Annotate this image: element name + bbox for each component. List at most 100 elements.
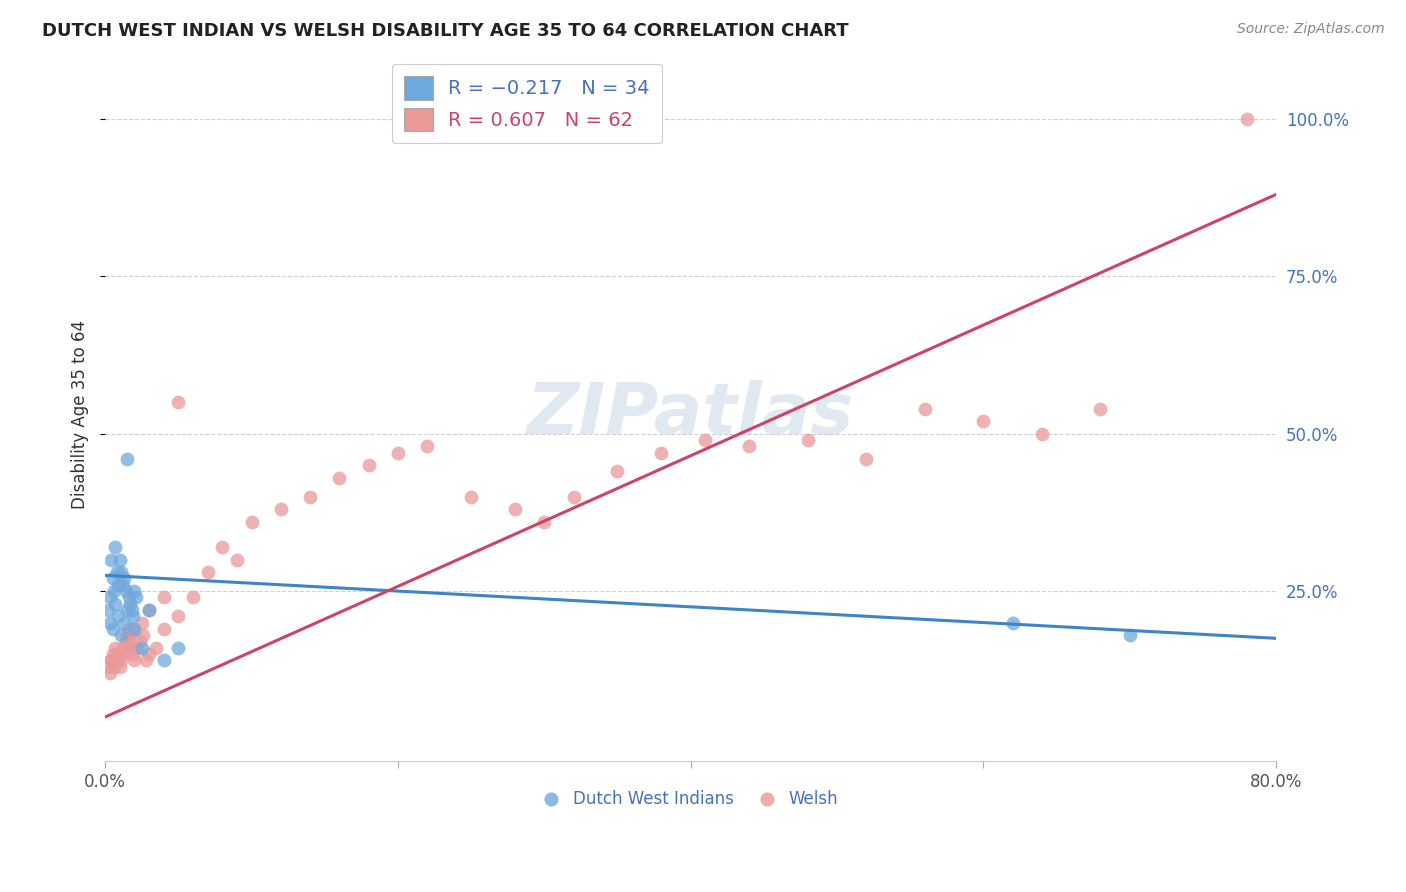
Point (124, 622, 146, 636)
Point (100, 552, 122, 566)
Point (127, 640, 149, 655)
Point (101, 572, 124, 586)
Point (111, 647, 134, 661)
Point (167, 640, 190, 655)
Point (152, 653, 174, 667)
Point (167, 395, 190, 409)
Point (120, 634, 142, 648)
Point (110, 565, 132, 579)
Point (460, 490, 482, 504)
Point (107, 647, 129, 661)
Point (211, 540, 233, 554)
Point (357, 458, 380, 472)
Text: ZIPatlas: ZIPatlas (527, 380, 855, 450)
Point (914, 401, 936, 416)
Point (124, 622, 146, 636)
Point (606, 465, 628, 479)
Point (226, 552, 249, 566)
Point (110, 653, 132, 667)
Point (101, 647, 124, 661)
Legend: Dutch West Indians, Welsh: Dutch West Indians, Welsh (536, 784, 845, 815)
Point (972, 414, 994, 428)
Point (270, 502, 292, 516)
Point (145, 640, 167, 655)
Point (124, 584, 146, 599)
Point (1119, 628, 1142, 642)
Point (1001, 615, 1024, 630)
Point (111, 578, 134, 592)
Point (115, 451, 138, 466)
Point (122, 647, 145, 661)
Point (105, 565, 128, 579)
Point (112, 615, 135, 630)
Point (107, 578, 129, 592)
Point (100, 653, 122, 667)
Point (1090, 401, 1112, 416)
Point (98, 665, 121, 680)
Point (197, 565, 219, 579)
Point (650, 445, 672, 459)
Point (117, 628, 139, 642)
Text: DUTCH WEST INDIAN VS WELSH DISABILITY AGE 35 TO 64 CORRELATION CHART: DUTCH WEST INDIAN VS WELSH DISABILITY AG… (42, 22, 849, 40)
Point (416, 439, 439, 453)
Point (131, 615, 153, 630)
Point (533, 515, 555, 529)
Point (328, 471, 350, 485)
Point (738, 439, 761, 453)
Point (152, 622, 174, 636)
Point (181, 591, 204, 605)
Point (152, 591, 174, 605)
Point (115, 628, 138, 642)
Point (104, 540, 127, 554)
Point (387, 445, 409, 459)
Point (98, 591, 121, 605)
Point (97, 603, 120, 617)
Point (114, 634, 136, 648)
Point (101, 622, 124, 636)
Point (1031, 426, 1053, 441)
Point (105, 653, 128, 667)
Point (112, 572, 135, 586)
Point (104, 597, 127, 611)
Point (138, 647, 160, 661)
Point (98, 615, 121, 630)
Point (103, 659, 125, 673)
Point (117, 622, 139, 636)
Point (112, 640, 135, 655)
Point (132, 628, 155, 642)
Point (115, 603, 138, 617)
Point (110, 628, 132, 642)
Point (138, 603, 160, 617)
Point (105, 647, 128, 661)
Point (108, 659, 131, 673)
Point (796, 433, 818, 447)
Point (240, 515, 263, 529)
Point (129, 634, 152, 648)
Point (121, 603, 143, 617)
Point (111, 640, 134, 655)
Point (122, 609, 145, 624)
Point (125, 591, 148, 605)
Point (117, 591, 139, 605)
Point (124, 653, 146, 667)
Y-axis label: Disability Age 35 to 64: Disability Age 35 to 64 (72, 320, 89, 509)
Text: Source: ZipAtlas.com: Source: ZipAtlas.com (1237, 22, 1385, 37)
Point (120, 597, 142, 611)
Point (100, 653, 122, 667)
Point (135, 653, 157, 667)
Point (562, 490, 585, 504)
Point (299, 490, 322, 504)
Point (1236, 112, 1258, 126)
Point (695, 433, 717, 447)
Point (855, 451, 877, 466)
Point (108, 552, 131, 566)
Point (104, 640, 127, 655)
Point (131, 640, 153, 655)
Point (114, 584, 136, 599)
Point (138, 603, 160, 617)
Point (107, 609, 129, 624)
Point (503, 502, 526, 516)
Point (103, 584, 125, 599)
Point (121, 640, 143, 655)
Point (167, 609, 190, 624)
